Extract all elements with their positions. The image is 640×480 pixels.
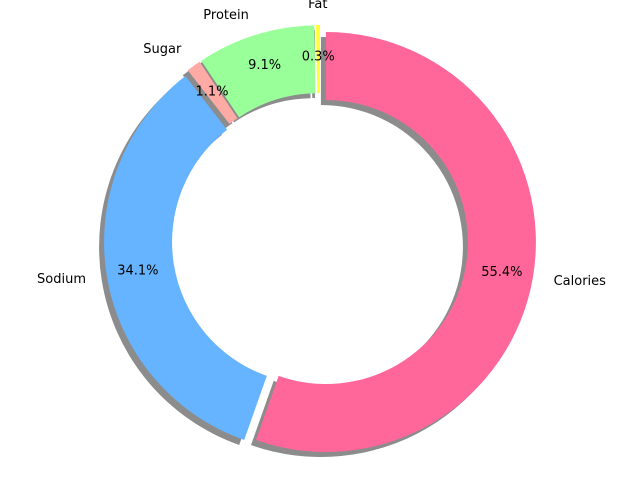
category-label-protein: Protein: [203, 8, 249, 23]
wedge-layer: [104, 25, 536, 453]
wedge-shadow-sugar: [182, 66, 233, 129]
percent-label-sodium: 34.1%: [117, 263, 158, 278]
label-layer: Calories 55.4% Sodium 34.1% Sugar 1.1% Protein…: [37, 0, 606, 289]
category-label-sugar: Sugar: [143, 42, 182, 57]
wedge-sodium: [104, 76, 267, 440]
percent-label-calories: 55.4%: [481, 265, 522, 280]
wedge-protein: [201, 25, 316, 118]
percent-label-sugar: 1.1%: [196, 84, 229, 99]
category-label-sodium: Sodium: [37, 272, 86, 287]
percent-label-fat: 0.3%: [302, 50, 335, 65]
percent-label-protein: 9.1%: [248, 58, 281, 73]
wedge-fat: [315, 25, 320, 94]
category-label-calories: Calories: [554, 274, 607, 289]
category-label-fat: Fat: [308, 0, 327, 12]
wedge-calories: [256, 32, 536, 453]
wedge-sugar: [187, 61, 238, 124]
